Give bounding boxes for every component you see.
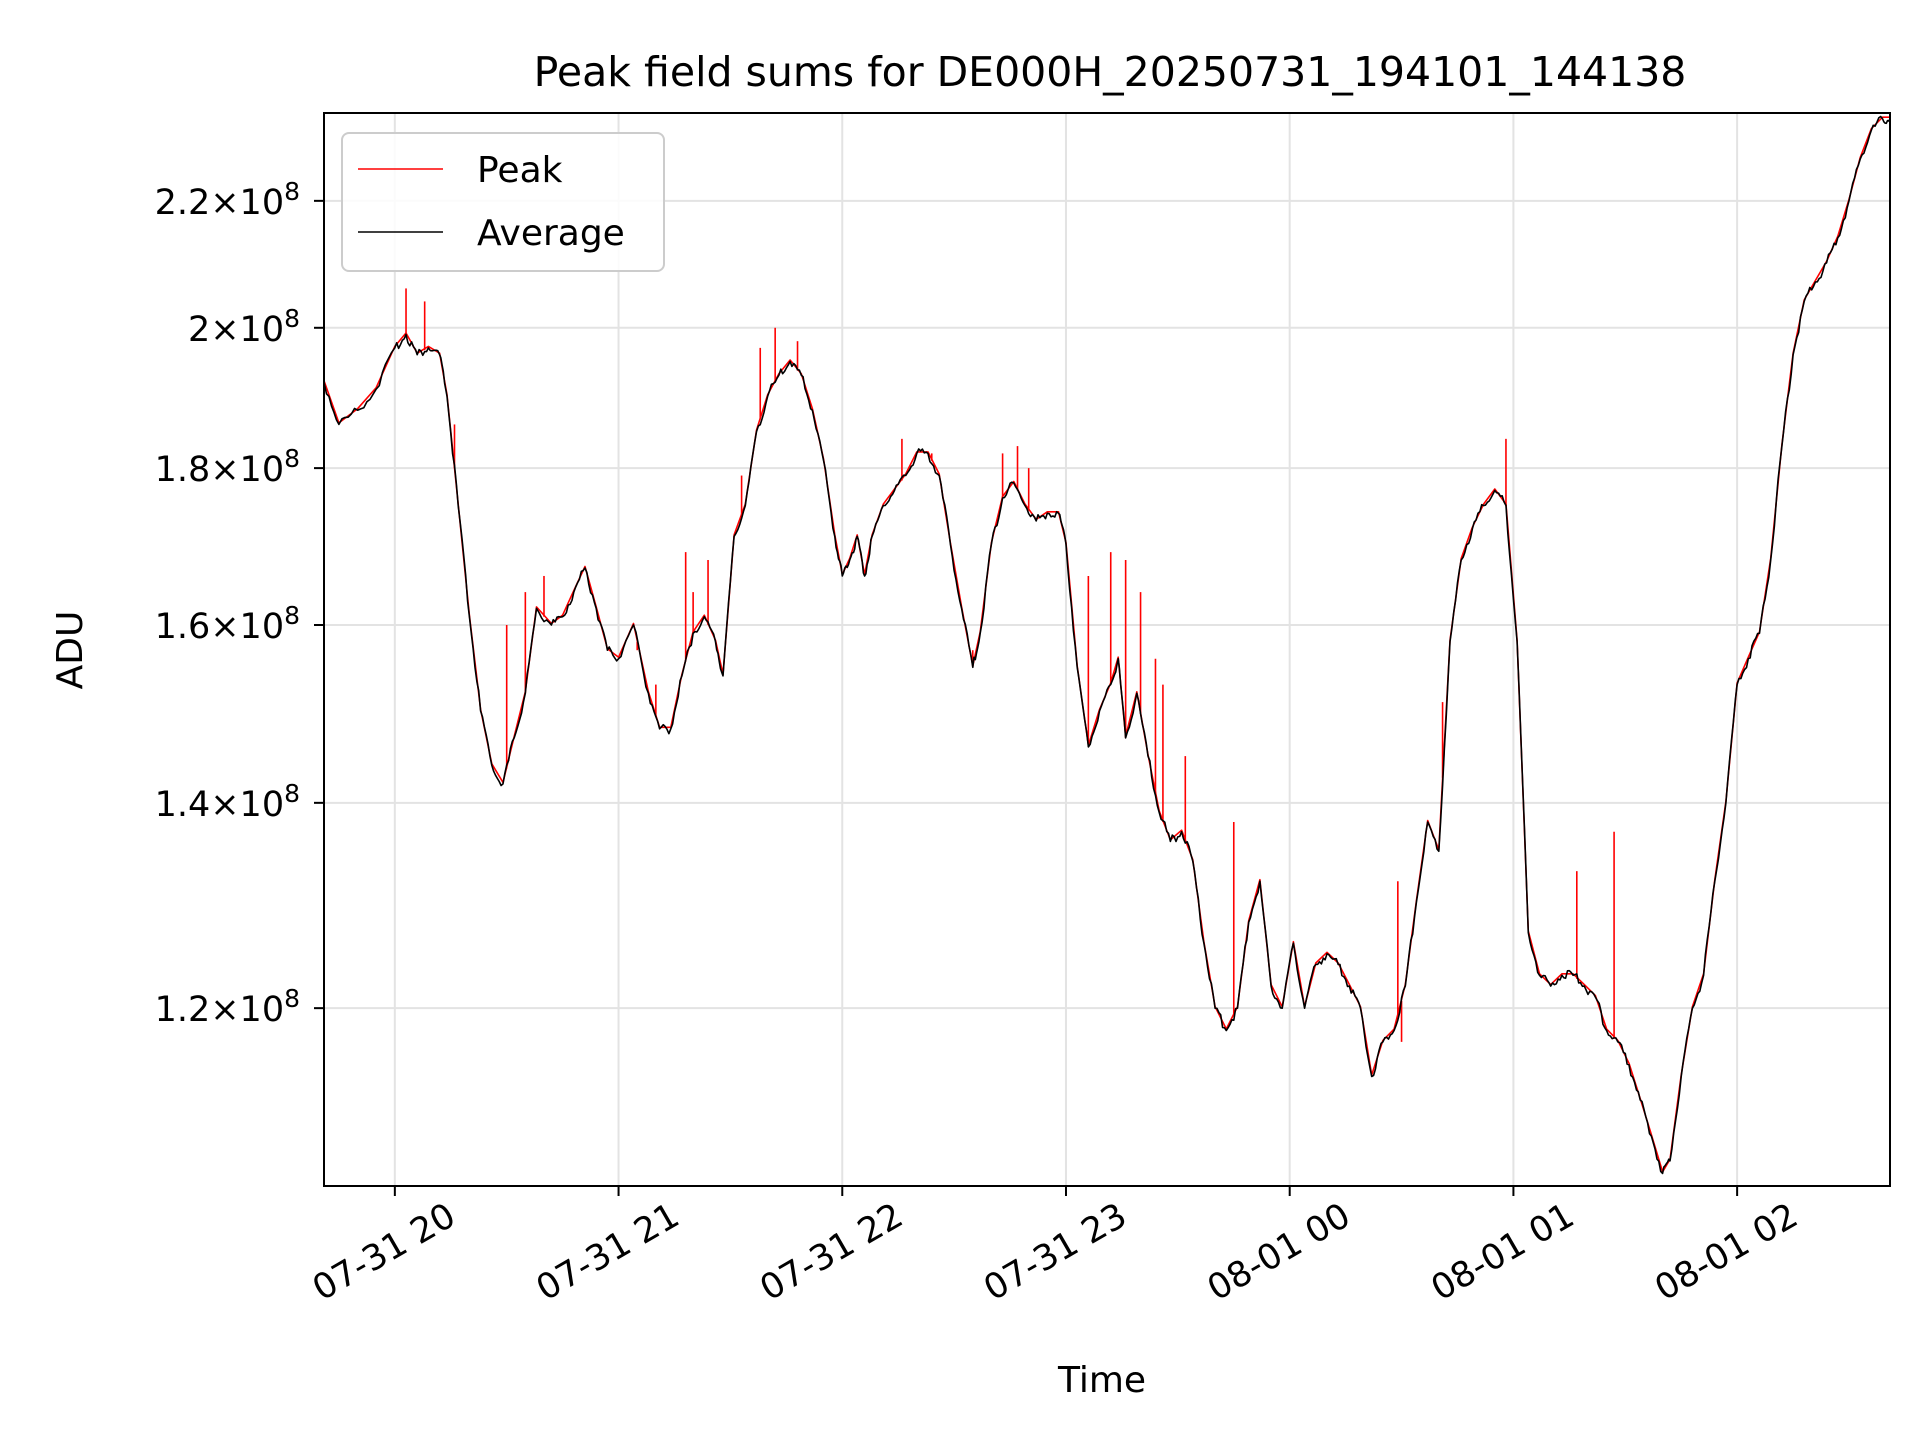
series-layer xyxy=(323,115,1891,1175)
y-tick-label: 1.4×108 xyxy=(155,779,300,825)
y-tick-label: 1.8×108 xyxy=(155,444,300,490)
legend: Peak Average xyxy=(341,132,665,272)
plot-area-frame xyxy=(323,112,1891,1187)
gridlines xyxy=(324,113,1890,1186)
y-tick-label: 1.2×108 xyxy=(155,984,300,1030)
y-tick-label: 1.6×108 xyxy=(155,601,300,647)
y-axis-label: ADU xyxy=(50,611,91,690)
legend-box xyxy=(341,132,665,272)
legend-label-average: Average xyxy=(477,213,625,254)
x-axis-label: Time xyxy=(1057,1360,1146,1401)
y-tick-label: 2.2×108 xyxy=(155,177,300,223)
average-series-line xyxy=(323,115,1891,1175)
legend-label-peak: Peak xyxy=(477,150,563,191)
y-tick-label: 2×108 xyxy=(188,304,300,350)
chart-title: Peak field sums for DE000H_20250731_1941… xyxy=(534,48,1687,96)
